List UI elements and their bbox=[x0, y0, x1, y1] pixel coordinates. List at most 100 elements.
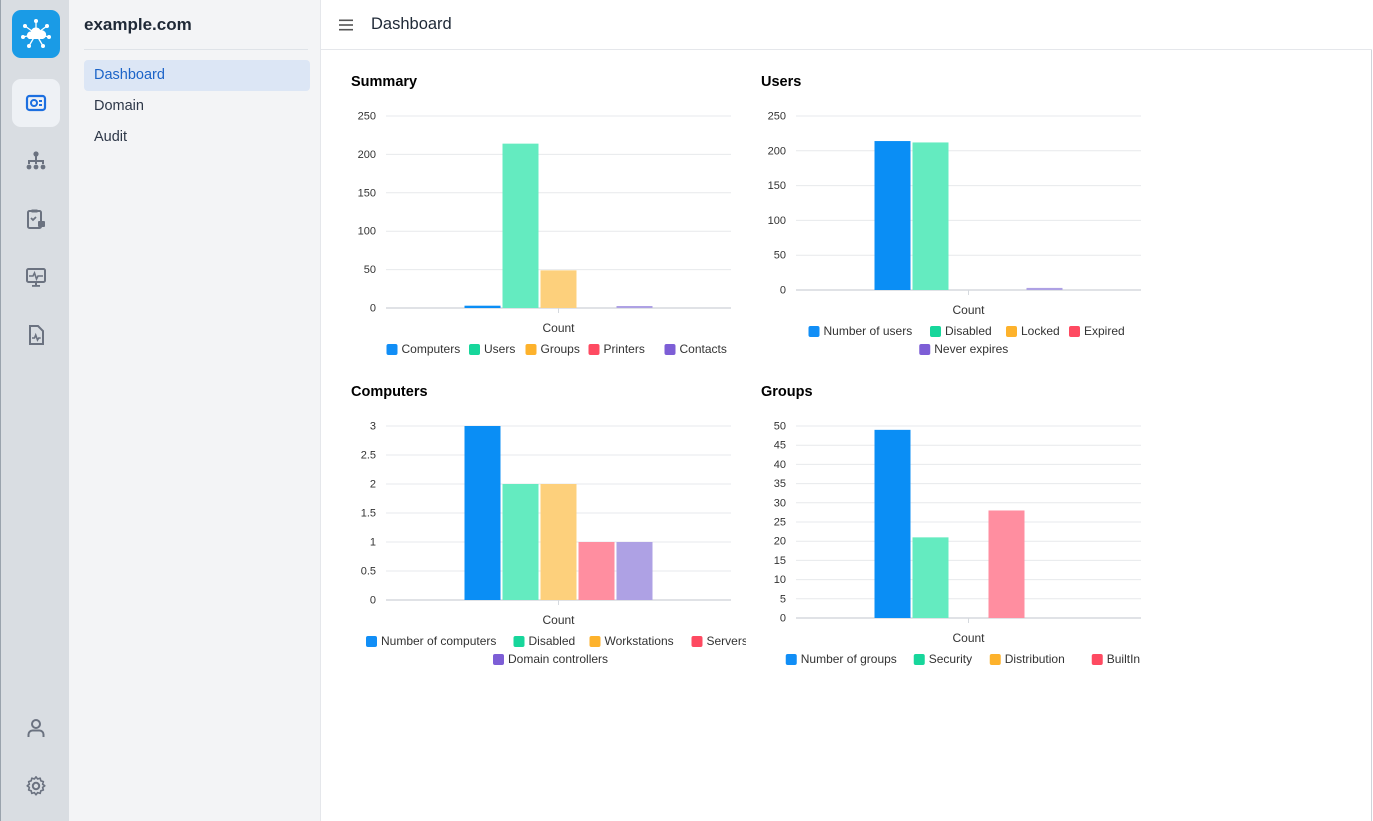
legend-label: Users bbox=[484, 342, 515, 356]
bar-servers bbox=[578, 542, 615, 600]
y-tick-label: 5 bbox=[780, 593, 786, 605]
sidebar-item-audit[interactable]: Audit bbox=[94, 129, 128, 145]
bar-domain-controllers bbox=[616, 542, 653, 600]
y-tick-label: 10 bbox=[774, 574, 786, 586]
groups-chart: 0 5 10 15 20 25 30 35 40 45 50 Count Number of group… bbox=[774, 421, 1141, 666]
gear-icon bbox=[26, 776, 46, 796]
bar-security bbox=[912, 537, 949, 618]
legend-swatch bbox=[493, 654, 504, 665]
legend-label: Contacts bbox=[680, 342, 727, 356]
legend-label: Disabled bbox=[529, 634, 576, 648]
legend-swatch bbox=[1006, 326, 1017, 337]
app-logo[interactable] bbox=[12, 10, 60, 58]
y-tick-label: 30 bbox=[774, 497, 786, 509]
sidebar-item-domain[interactable]: Domain bbox=[94, 98, 144, 114]
y-tick-label: 50 bbox=[774, 250, 786, 262]
summary-chart: 0 50 100 150 200 250 Count Computers Users Groups… bbox=[358, 111, 731, 356]
document-pulse-icon bbox=[29, 325, 44, 345]
legend-swatch bbox=[525, 344, 537, 355]
legend-swatch bbox=[930, 326, 941, 337]
legend-label: Workstations bbox=[605, 634, 674, 648]
x-category-label: Count bbox=[952, 631, 985, 645]
computers-chart: 0 0.5 1 1.5 2 2.5 3 Count Number of computers Dis… bbox=[361, 421, 747, 667]
rail-user-button[interactable] bbox=[12, 704, 60, 752]
y-tick-label: 250 bbox=[768, 111, 786, 123]
x-category-label: Count bbox=[542, 321, 575, 335]
y-tick-label: 25 bbox=[774, 517, 786, 529]
y-tick-label: 0 bbox=[370, 595, 376, 607]
legend-label: Distribution bbox=[1005, 652, 1065, 666]
sidebar-divider bbox=[84, 49, 308, 50]
legend-swatch bbox=[366, 636, 377, 647]
legend-label: Security bbox=[929, 652, 972, 666]
y-tick-label: 2.5 bbox=[361, 450, 376, 462]
legend-label: Domain controllers bbox=[508, 652, 608, 666]
y-tick-label: 40 bbox=[774, 459, 786, 471]
legend-label: Servers bbox=[707, 634, 747, 648]
computers-title: Computers bbox=[351, 384, 428, 400]
legend-label: Number of groups bbox=[801, 652, 897, 666]
bar-disabled bbox=[912, 142, 949, 290]
bar-groups bbox=[540, 270, 577, 308]
legend-label: Computers bbox=[402, 342, 461, 356]
dashboard-content: Summary 0 50 100 150 200 250 Count Computers Use… bbox=[321, 50, 1372, 821]
legend-swatch bbox=[785, 654, 797, 665]
rail-audit-button[interactable] bbox=[12, 195, 60, 243]
legend-label: Locked bbox=[1021, 324, 1060, 338]
legend-swatch bbox=[1091, 654, 1103, 665]
clipboard-check-icon bbox=[27, 209, 45, 229]
user-icon bbox=[27, 719, 45, 737]
rail-settings-button[interactable] bbox=[12, 762, 60, 810]
bar-disabled bbox=[502, 484, 539, 600]
rail-dashboard-button[interactable] bbox=[12, 79, 60, 127]
legend-label: Expired bbox=[1084, 324, 1125, 338]
y-tick-label: 50 bbox=[364, 264, 376, 276]
bar-never-expires bbox=[1026, 287, 1063, 290]
legend-swatch bbox=[469, 344, 480, 355]
legend-label: Never expires bbox=[934, 342, 1008, 356]
y-tick-label: 0 bbox=[780, 285, 786, 297]
legend-swatch bbox=[513, 636, 525, 647]
legend-swatch bbox=[1069, 326, 1080, 337]
rail-domain-button[interactable] bbox=[12, 137, 60, 185]
legend-swatch bbox=[588, 344, 600, 355]
rail-monitor-button[interactable] bbox=[12, 253, 60, 301]
bar-contacts bbox=[616, 306, 653, 308]
y-tick-label: 0 bbox=[370, 303, 376, 315]
sidebar-item-dashboard[interactable]: Dashboard bbox=[84, 60, 310, 91]
x-category-label: Count bbox=[542, 613, 575, 627]
legend-label: Disabled bbox=[945, 324, 992, 338]
sidebar: example.com Dashboard Domain Audit bbox=[69, 0, 321, 821]
y-tick-label: 0.5 bbox=[361, 566, 376, 578]
y-tick-label: 45 bbox=[774, 440, 786, 452]
y-tick-label: 150 bbox=[358, 187, 376, 199]
top-bar: Dashboard bbox=[321, 0, 1372, 50]
monitor-pulse-icon bbox=[26, 268, 46, 287]
users-chart: 0 50 100 150 200 250 Count Number of users Disab… bbox=[768, 111, 1141, 356]
legend-swatch bbox=[589, 636, 601, 647]
summary-title: Summary bbox=[351, 74, 418, 90]
legend-label: Number of computers bbox=[381, 634, 496, 648]
y-tick-label: 100 bbox=[768, 215, 786, 227]
legend-swatch bbox=[989, 654, 1001, 665]
users-panel: Users 0 50 100 150 200 250 Count Number of user… bbox=[761, 74, 1156, 374]
legend-swatch bbox=[691, 636, 703, 647]
legend-label: BuiltIn bbox=[1107, 652, 1140, 666]
y-tick-label: 20 bbox=[774, 536, 786, 548]
y-tick-label: 15 bbox=[774, 555, 786, 567]
rail-report-button[interactable] bbox=[12, 311, 60, 359]
legend-swatch bbox=[386, 344, 398, 355]
bar-builtin bbox=[988, 510, 1025, 618]
legend-swatch bbox=[919, 344, 931, 355]
groups-panel: Groups 0 5 10 15 20 25 30 35 40 45 50 Count Number o… bbox=[761, 384, 1156, 694]
y-tick-label: 1.5 bbox=[361, 508, 376, 520]
y-tick-label: 150 bbox=[768, 180, 786, 192]
menu-icon[interactable] bbox=[338, 17, 354, 33]
legend-swatch bbox=[664, 344, 676, 355]
sitemap-icon bbox=[26, 151, 46, 170]
y-tick-label: 3 bbox=[370, 421, 376, 433]
domain-title: example.com bbox=[84, 15, 192, 34]
bar-workstations bbox=[540, 484, 577, 600]
groups-title: Groups bbox=[761, 384, 813, 400]
y-tick-label: 200 bbox=[358, 149, 376, 161]
